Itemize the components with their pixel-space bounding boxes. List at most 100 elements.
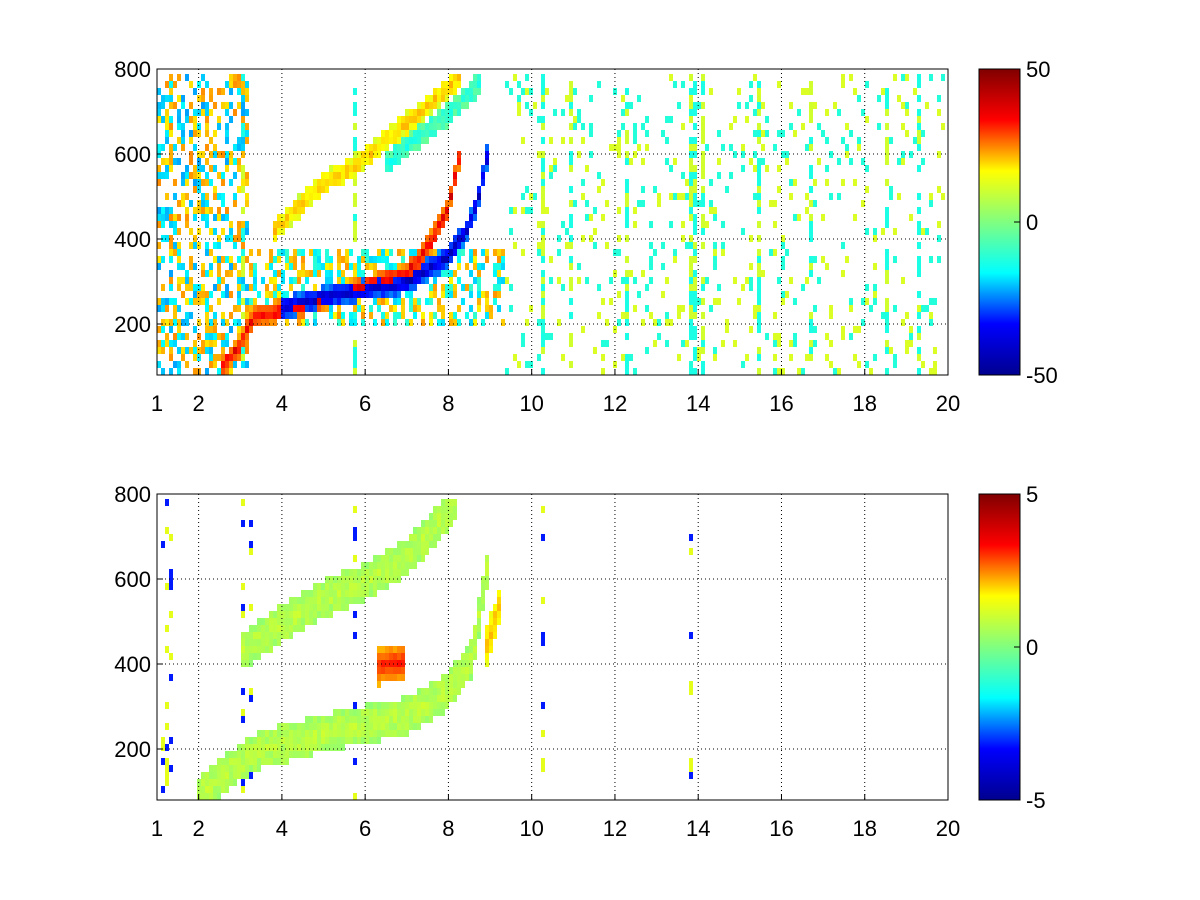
heatmap-cell [337, 576, 341, 583]
heatmap-cell [641, 319, 645, 326]
heatmap-cell [525, 361, 529, 368]
heatmap-cell [581, 123, 585, 130]
heatmap-cell [817, 158, 821, 165]
heatmap-cell [313, 186, 317, 193]
heatmap-cell [885, 158, 889, 165]
heatmap-cell [697, 354, 701, 361]
heatmap-cell [237, 758, 241, 765]
heatmap-cell [349, 737, 353, 744]
heatmap-cell [229, 88, 233, 95]
heatmap-cell [173, 312, 177, 319]
heatmap-cell [297, 200, 301, 207]
heatmap-cell [841, 81, 845, 88]
heatmap-cell [701, 88, 705, 95]
heatmap-cell [469, 674, 473, 681]
heatmap-cell [541, 291, 545, 298]
heatmap-cell [289, 277, 293, 284]
heatmap-cell [753, 109, 757, 116]
heatmap-cell [389, 660, 393, 667]
heatmap-cell [329, 597, 333, 604]
heatmap-cell [157, 179, 161, 186]
heatmap-cell [477, 298, 481, 305]
heatmap-cell [177, 200, 181, 207]
heatmap-cell [533, 193, 537, 200]
heatmap-cell [309, 597, 313, 604]
heatmap-cell [237, 228, 241, 235]
heatmap-cell [377, 555, 381, 562]
heatmap-cell [373, 576, 377, 583]
heatmap-cell [169, 242, 173, 249]
heatmap-cell [217, 270, 221, 277]
heatmap-cell [281, 312, 285, 319]
heatmap-cell [917, 193, 921, 200]
heatmap-cell [385, 660, 389, 667]
heatmap-cell [625, 368, 629, 375]
heatmap-cell [309, 716, 313, 723]
heatmap-cell [413, 305, 417, 312]
heatmap-cell [689, 193, 693, 200]
heatmap-cell [401, 116, 405, 123]
heatmap-cell [329, 179, 333, 186]
heatmap-cell [621, 312, 625, 319]
heatmap-cell [541, 597, 545, 604]
heatmap-cell [497, 284, 501, 291]
heatmap-cell [217, 368, 221, 375]
heatmap-cell [437, 109, 441, 116]
heatmap-cell [673, 158, 677, 165]
heatmap-cell [917, 81, 921, 88]
heatmap-cell [689, 256, 693, 263]
heatmap-cell [285, 604, 289, 611]
heatmap-cell [633, 130, 637, 137]
heatmap-cell [305, 277, 309, 284]
heatmap-cell [425, 137, 429, 144]
heatmap-cell [405, 562, 409, 569]
heatmap-cell [757, 277, 761, 284]
heatmap-cell [429, 102, 433, 109]
heatmap-cell [757, 158, 761, 165]
heatmap-cell [641, 186, 645, 193]
heatmap-cell [269, 618, 273, 625]
heatmap-cell [541, 319, 545, 326]
heatmap-cell [701, 228, 705, 235]
heatmap-cell [257, 312, 261, 319]
heatmap-cell [393, 263, 397, 270]
heatmap-cell [217, 298, 221, 305]
heatmap-cell [445, 95, 449, 102]
heatmap-cell [853, 354, 857, 361]
heatmap-cell [413, 709, 417, 716]
heatmap-cell [785, 249, 789, 256]
heatmap-cell [285, 305, 289, 312]
heatmap-cell [229, 116, 233, 123]
heatmap-cell [329, 305, 333, 312]
heatmap-cell [253, 632, 257, 639]
heatmap-cell [453, 172, 457, 179]
heatmap-cell [473, 312, 477, 319]
heatmap-cell [277, 632, 281, 639]
heatmap-cell [693, 186, 697, 193]
heatmap-cell [237, 235, 241, 242]
heatmap-cell [185, 277, 189, 284]
heatmap-cell [693, 151, 697, 158]
heatmap-cell [229, 102, 233, 109]
heatmap-cell [241, 646, 245, 653]
heatmap-cell [385, 144, 389, 151]
heatmap-cell [209, 305, 213, 312]
heatmap-cell [701, 200, 705, 207]
heatmap-cell [193, 179, 197, 186]
heatmap-cell [393, 137, 397, 144]
heatmap-cell [217, 214, 221, 221]
heatmap-cell [833, 102, 837, 109]
heatmap-cell [809, 326, 813, 333]
heatmap-cell [441, 270, 445, 277]
heatmap-cell [361, 165, 365, 172]
heatmap-cell [241, 716, 245, 723]
heatmap-cell [385, 137, 389, 144]
heatmap-cell [417, 305, 421, 312]
heatmap-cell [757, 368, 761, 375]
heatmap-cell [209, 361, 213, 368]
heatmap-cell [421, 695, 425, 702]
heatmap-cell [425, 688, 429, 695]
heatmap-cell [233, 158, 237, 165]
heatmap-cell [329, 165, 333, 172]
heatmap-cell [169, 326, 173, 333]
